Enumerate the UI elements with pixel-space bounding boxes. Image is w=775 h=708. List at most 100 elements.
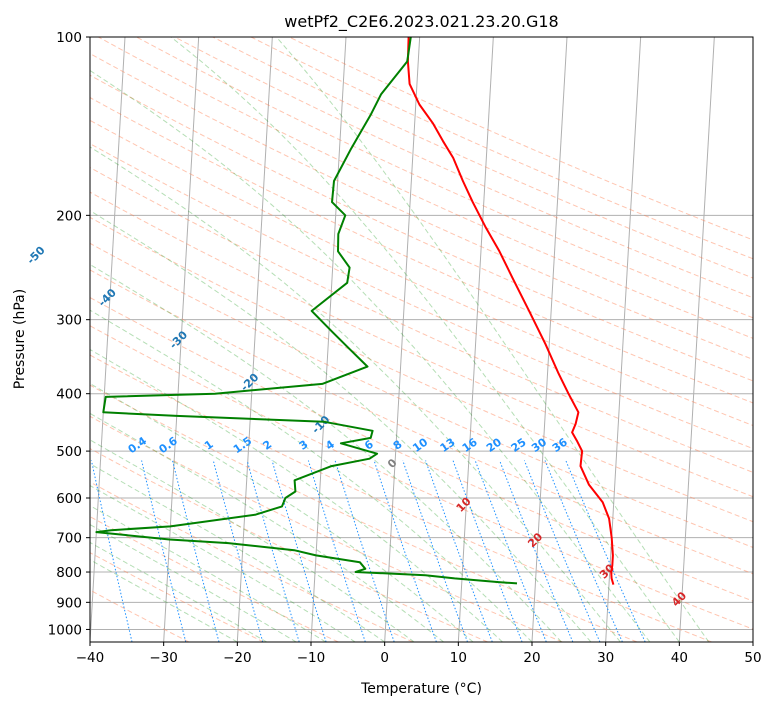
- isotherm-label: -50: [24, 243, 47, 266]
- moist-adiabat: [276, 37, 710, 642]
- moist-adiabat: [90, 559, 238, 642]
- y-tick-label: 700: [56, 531, 82, 547]
- dry-adiabat: [90, 242, 753, 548]
- dry-adiabat: [90, 296, 753, 602]
- x-tick-label: 0: [380, 650, 389, 666]
- dry-adiabat: [98, 37, 753, 339]
- isotherm-label: -30: [167, 328, 190, 351]
- mixing-ratio-line: [565, 460, 646, 642]
- isotherm-label: -40: [96, 286, 119, 309]
- y-tick-label: 400: [56, 387, 82, 403]
- y-tick-label: 100: [56, 30, 82, 46]
- dry-adiabat: [90, 552, 264, 642]
- isotherm-line: [531, 37, 568, 642]
- mixing-ratio-line: [452, 460, 523, 642]
- isotherm-label: 40: [669, 589, 689, 609]
- chart-title: wetPf2_C2E6.2023.021.23.20.G18: [284, 12, 558, 32]
- isotherm-line: [752, 633, 753, 642]
- profiles: [95, 37, 615, 585]
- mixing-ratio-line: [307, 460, 366, 642]
- dry-adiabat: [90, 415, 563, 642]
- moist-adiabat: [90, 505, 326, 642]
- isotherm-label: -10: [309, 413, 332, 436]
- temperature-profile: [406, 37, 615, 585]
- dry-adiabat: [250, 37, 753, 260]
- moist-adiabat: [90, 523, 297, 642]
- mixing-ratio-label: 25: [509, 436, 529, 455]
- mixing-ratio-line: [425, 460, 493, 642]
- mixing-ratio-line: [212, 460, 264, 642]
- moist-adiabat: [90, 439, 415, 642]
- x-tick-label: −10: [297, 650, 326, 666]
- isotherm-line: [678, 37, 715, 642]
- moist-adiabat: [170, 37, 680, 642]
- mixing-ratio-line: [334, 460, 395, 642]
- x-axis-label: Temperature (°C): [360, 681, 482, 697]
- x-tick-label: 30: [597, 650, 614, 666]
- y-axis: 100 200 300 400 500 600 700 800 900 1000: [48, 30, 90, 638]
- moist-adiabat: [90, 309, 533, 642]
- isotherm-label: 30: [597, 561, 617, 581]
- y-tick-label: 900: [56, 595, 82, 611]
- mixing-ratio-line: [44, 461, 81, 643]
- moist-adiabat: [90, 263, 562, 642]
- mixing-ratio-line: [172, 460, 220, 642]
- x-tick-label: 20: [523, 650, 540, 666]
- dry-adiabat: [90, 143, 753, 450]
- x-tick-label: 50: [744, 650, 761, 666]
- x-tick-label: −40: [76, 650, 105, 666]
- y-tick-label: 800: [56, 565, 82, 581]
- moist-adiabat: [90, 382, 474, 642]
- moist-adiabat: [90, 348, 503, 642]
- mixing-ratio-label: 8: [391, 438, 405, 453]
- dry-adiabat: [90, 516, 339, 642]
- isotherm-line: [605, 37, 642, 642]
- dry-adiabat: [212, 37, 753, 279]
- moist-adiabat: [90, 463, 385, 642]
- dry-adiabat: [174, 37, 753, 299]
- x-tick-label: 10: [450, 650, 467, 666]
- y-tick-label: 500: [56, 444, 82, 460]
- dry-adiabat: [90, 74, 753, 382]
- moist-adiabat: [90, 541, 268, 642]
- dry-adiabat: [90, 269, 753, 575]
- mixing-ratio-label: 2: [261, 438, 275, 453]
- y-tick-label: 300: [56, 313, 82, 329]
- moist-adiabat: [90, 146, 621, 642]
- isotherm-line: [310, 37, 347, 642]
- isotherm-line: [236, 37, 273, 642]
- x-tick-label: −20: [223, 650, 252, 666]
- mixing-ratio-label: 0.6: [157, 434, 181, 456]
- dewpoint-profile: [95, 37, 518, 585]
- mixing-ratio-label: 16: [460, 435, 480, 455]
- dry-adiabat: [90, 216, 753, 523]
- y-tick-label: 200: [56, 208, 82, 224]
- isotherm-line: [90, 37, 126, 642]
- x-tick-label: −30: [149, 650, 178, 666]
- isotherm-line: [457, 37, 494, 642]
- mixing-ratio-line: [499, 460, 574, 642]
- mixing-ratio-label: 36: [550, 435, 570, 455]
- mixing-ratio-line: [523, 460, 601, 642]
- mixing-ratio-label: 13: [438, 436, 458, 455]
- mixing-ratio-line: [544, 460, 623, 642]
- mixing-ratio-label: 0.4: [126, 434, 150, 456]
- plot-frame: [89, 36, 754, 643]
- dry-adiabat: [136, 37, 753, 319]
- moist-adiabat: [90, 484, 356, 642]
- isotherm-label: 0: [385, 456, 400, 471]
- plot-area: [44, 37, 753, 643]
- dry-adiabat: [90, 167, 753, 473]
- dry-adiabat: [90, 119, 753, 427]
- y-tick-label: 1000: [48, 622, 82, 638]
- mixing-ratio-line: [474, 460, 547, 642]
- x-axis: −40 −30 −20 −10 0 10 20 30 40 50: [76, 642, 762, 666]
- y-axis-label: Pressure (hPa): [12, 289, 28, 389]
- mixing-ratio-label: 1.5: [231, 434, 254, 456]
- mixing-ratio-line: [90, 460, 133, 642]
- dry-adiabat: [90, 96, 753, 404]
- mixing-ratio-label: 3: [297, 438, 311, 453]
- dry-adiabat: [90, 191, 753, 498]
